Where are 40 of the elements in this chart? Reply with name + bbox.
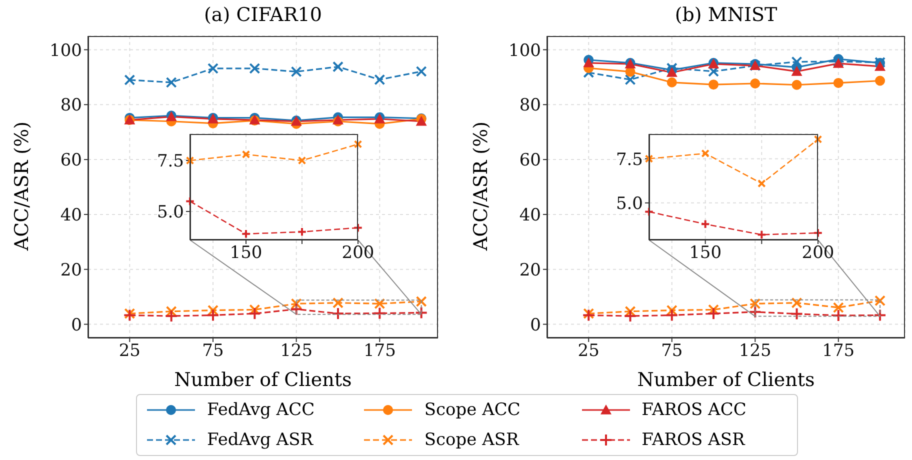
x-tick-label: 150 xyxy=(689,243,722,264)
y-tick-label: 40 xyxy=(519,205,541,226)
y-tick-label: 20 xyxy=(519,260,541,280)
y-tick-label: 60 xyxy=(60,150,82,171)
y-tick-label: 80 xyxy=(60,96,82,116)
x-tick-label: 200 xyxy=(342,243,374,264)
y-tick-label: 7.5 xyxy=(616,150,643,170)
y-tick-label: 0 xyxy=(71,315,82,336)
chart-title: (b) MNIST xyxy=(674,4,778,26)
y-tick-label: 80 xyxy=(519,96,541,116)
chart-title: (a) CIFAR10 xyxy=(203,4,323,26)
y-tick-label: 7.5 xyxy=(156,152,184,172)
x-tick-label: 150 xyxy=(230,243,262,264)
y-axis-title: ACC/ASR (%) xyxy=(470,120,492,253)
x-tick-label: 25 xyxy=(118,341,140,362)
y-axis-title: ACC/ASR (%) xyxy=(11,120,33,253)
x-tick-label: 175 xyxy=(822,341,855,362)
y-tick-label: 20 xyxy=(60,260,82,280)
y-tick-label: 0 xyxy=(530,315,541,336)
x-axis-title: Number of Clients xyxy=(173,369,353,391)
y-tick-label: 60 xyxy=(519,150,541,171)
x-tick-label: 200 xyxy=(802,243,834,264)
x-tick-label: 175 xyxy=(363,341,396,362)
x-tick-label: 75 xyxy=(661,341,683,362)
legend-label: Scope ASR xyxy=(424,430,519,450)
legend-label: FedAvg ACC xyxy=(207,400,315,420)
legend-label: FAROS ACC xyxy=(642,400,746,420)
y-tick-label: 5.0 xyxy=(156,202,184,222)
x-axis-title: Number of Clients xyxy=(636,369,816,391)
x-tick-label: 25 xyxy=(578,341,600,362)
y-tick-label: 100 xyxy=(50,40,82,61)
x-tick-label: 75 xyxy=(202,341,224,362)
legend-label: Scope ACC xyxy=(424,400,520,420)
x-tick-label: 125 xyxy=(280,341,313,362)
y-tick-label: 5.0 xyxy=(616,194,643,214)
y-tick-label: 40 xyxy=(60,205,82,226)
y-tick-label: 100 xyxy=(508,40,541,61)
legend-label: FedAvg ASR xyxy=(207,430,314,450)
legend-label: FAROS ASR xyxy=(642,430,745,450)
x-tick-label: 125 xyxy=(738,341,772,362)
